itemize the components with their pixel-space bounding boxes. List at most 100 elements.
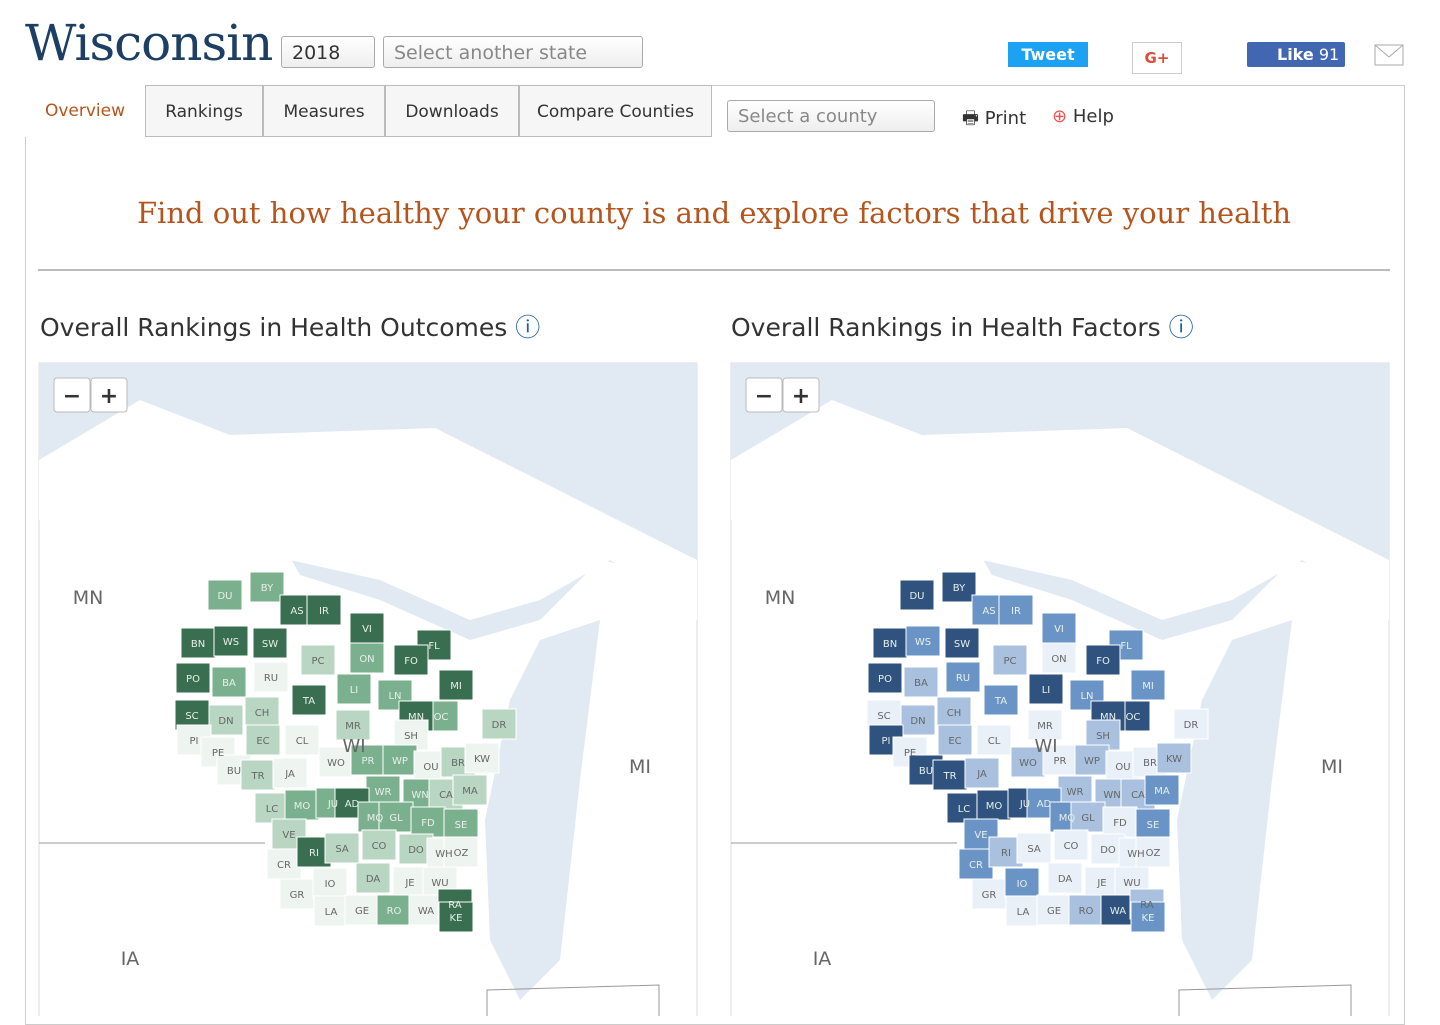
county-label: DO (408, 845, 424, 856)
gplus-button[interactable]: G+ (1132, 42, 1182, 74)
county-label: TR (942, 771, 956, 782)
county-label: BA (914, 678, 928, 689)
year-select[interactable]: 2018 (281, 36, 375, 68)
county-label: GR (290, 890, 305, 901)
like-count: 91 (1318, 45, 1340, 64)
county-label: SC (185, 711, 198, 722)
county-label: AS (290, 606, 303, 617)
county-label: WS (915, 637, 931, 648)
county-label: BN (883, 639, 897, 650)
email-icon[interactable] (1374, 44, 1404, 66)
county-label: BY (261, 583, 274, 594)
county-label: JA (976, 769, 987, 780)
zoom-button[interactable] (90, 377, 128, 413)
county-label: IR (319, 606, 329, 617)
county-label: IR (1011, 606, 1021, 617)
county-label: WP (392, 756, 408, 767)
county (1102, 806, 1138, 838)
county-label: GL (389, 813, 403, 824)
county (318, 746, 354, 778)
map-0: DU BY AS IR VI FL BN WS SW PC ON FO MI PO BA RU LI LN TA OC… (38, 362, 698, 1016)
county-label: LN (1080, 691, 1093, 702)
county-label: JU (327, 799, 338, 810)
county-label: SC (877, 711, 890, 722)
county-label: OZ (454, 848, 469, 859)
county (249, 571, 285, 603)
tab[interactable]: Overview (25, 85, 145, 137)
county-label: WO (327, 758, 345, 769)
state-select[interactable]: Select another state (383, 36, 643, 68)
county-label: LA (1017, 907, 1030, 918)
tweet-button[interactable]: Tweet (1008, 42, 1088, 67)
zoom-label: − (755, 384, 773, 409)
county (1005, 895, 1041, 927)
county-label: MR (345, 721, 361, 732)
county-label: RU (956, 673, 970, 684)
county (175, 662, 211, 694)
county-label: DA (1058, 874, 1073, 885)
county-label: PR (1054, 756, 1067, 767)
county-label: SE (455, 820, 468, 831)
county-label: TA (994, 696, 1007, 707)
county (313, 895, 349, 927)
like-button[interactable]: Like 91 (1247, 42, 1345, 67)
map-title-text: Overall Rankings in Health Factors (731, 313, 1161, 342)
county-label: DU (217, 591, 232, 602)
county-label: AS (982, 606, 995, 617)
county (464, 742, 500, 774)
county-label: OU (423, 762, 438, 773)
county (324, 832, 360, 864)
county-label: BN (191, 639, 205, 650)
county-label: LC (958, 804, 971, 815)
county-label: PE (212, 748, 224, 759)
county (284, 724, 320, 756)
county-label: SA (335, 844, 349, 855)
county-label: PI (882, 736, 891, 747)
county-label: SH (1096, 731, 1110, 742)
county-label: CR (969, 860, 983, 871)
county-label: DU (909, 591, 924, 602)
county-label: KE (1142, 913, 1155, 924)
county-label: MN (408, 712, 424, 723)
county (365, 775, 401, 807)
county (1130, 669, 1166, 701)
county-label: GL (1081, 813, 1095, 824)
county-label: PI (190, 736, 199, 747)
county-label: SE (1147, 820, 1160, 831)
tab[interactable]: Measures (263, 85, 385, 137)
county-label: DN (218, 716, 233, 727)
county-label: LI (350, 685, 359, 696)
county-label: KW (1166, 754, 1182, 765)
county-label: GR (982, 890, 997, 901)
county-label: DN (910, 716, 925, 727)
county-label: RA (1140, 900, 1154, 911)
county-label: MO (986, 801, 1003, 812)
tab[interactable]: Compare Counties (519, 85, 712, 137)
zoom-button[interactable] (782, 377, 820, 413)
tab[interactable]: Downloads (385, 85, 519, 137)
county-label: BU (919, 766, 933, 777)
county-label: CA (1131, 790, 1145, 801)
county (350, 744, 386, 776)
region-label: MN (73, 587, 104, 609)
county (1144, 774, 1180, 806)
county-label: PO (186, 674, 200, 685)
print-link[interactable]: 🖶 Print (962, 108, 1027, 129)
help-link[interactable]: ⊕ Help (1052, 106, 1114, 127)
zoom-label: + (100, 384, 118, 409)
county-label: ON (359, 654, 374, 665)
county (976, 789, 1012, 821)
zoom-button[interactable] (53, 377, 91, 413)
like-label: Like (1277, 45, 1314, 64)
county-label: WH (1127, 849, 1144, 860)
county-select[interactable]: Select a county (727, 100, 935, 132)
county-label: VI (1054, 624, 1064, 635)
tab[interactable]: Rankings (145, 85, 263, 137)
county-label: WR (375, 787, 392, 798)
county (452, 774, 488, 806)
zoom-button[interactable] (745, 377, 783, 413)
county-label: TA (302, 696, 315, 707)
county (1042, 744, 1078, 776)
county (958, 848, 994, 880)
county (335, 709, 371, 741)
